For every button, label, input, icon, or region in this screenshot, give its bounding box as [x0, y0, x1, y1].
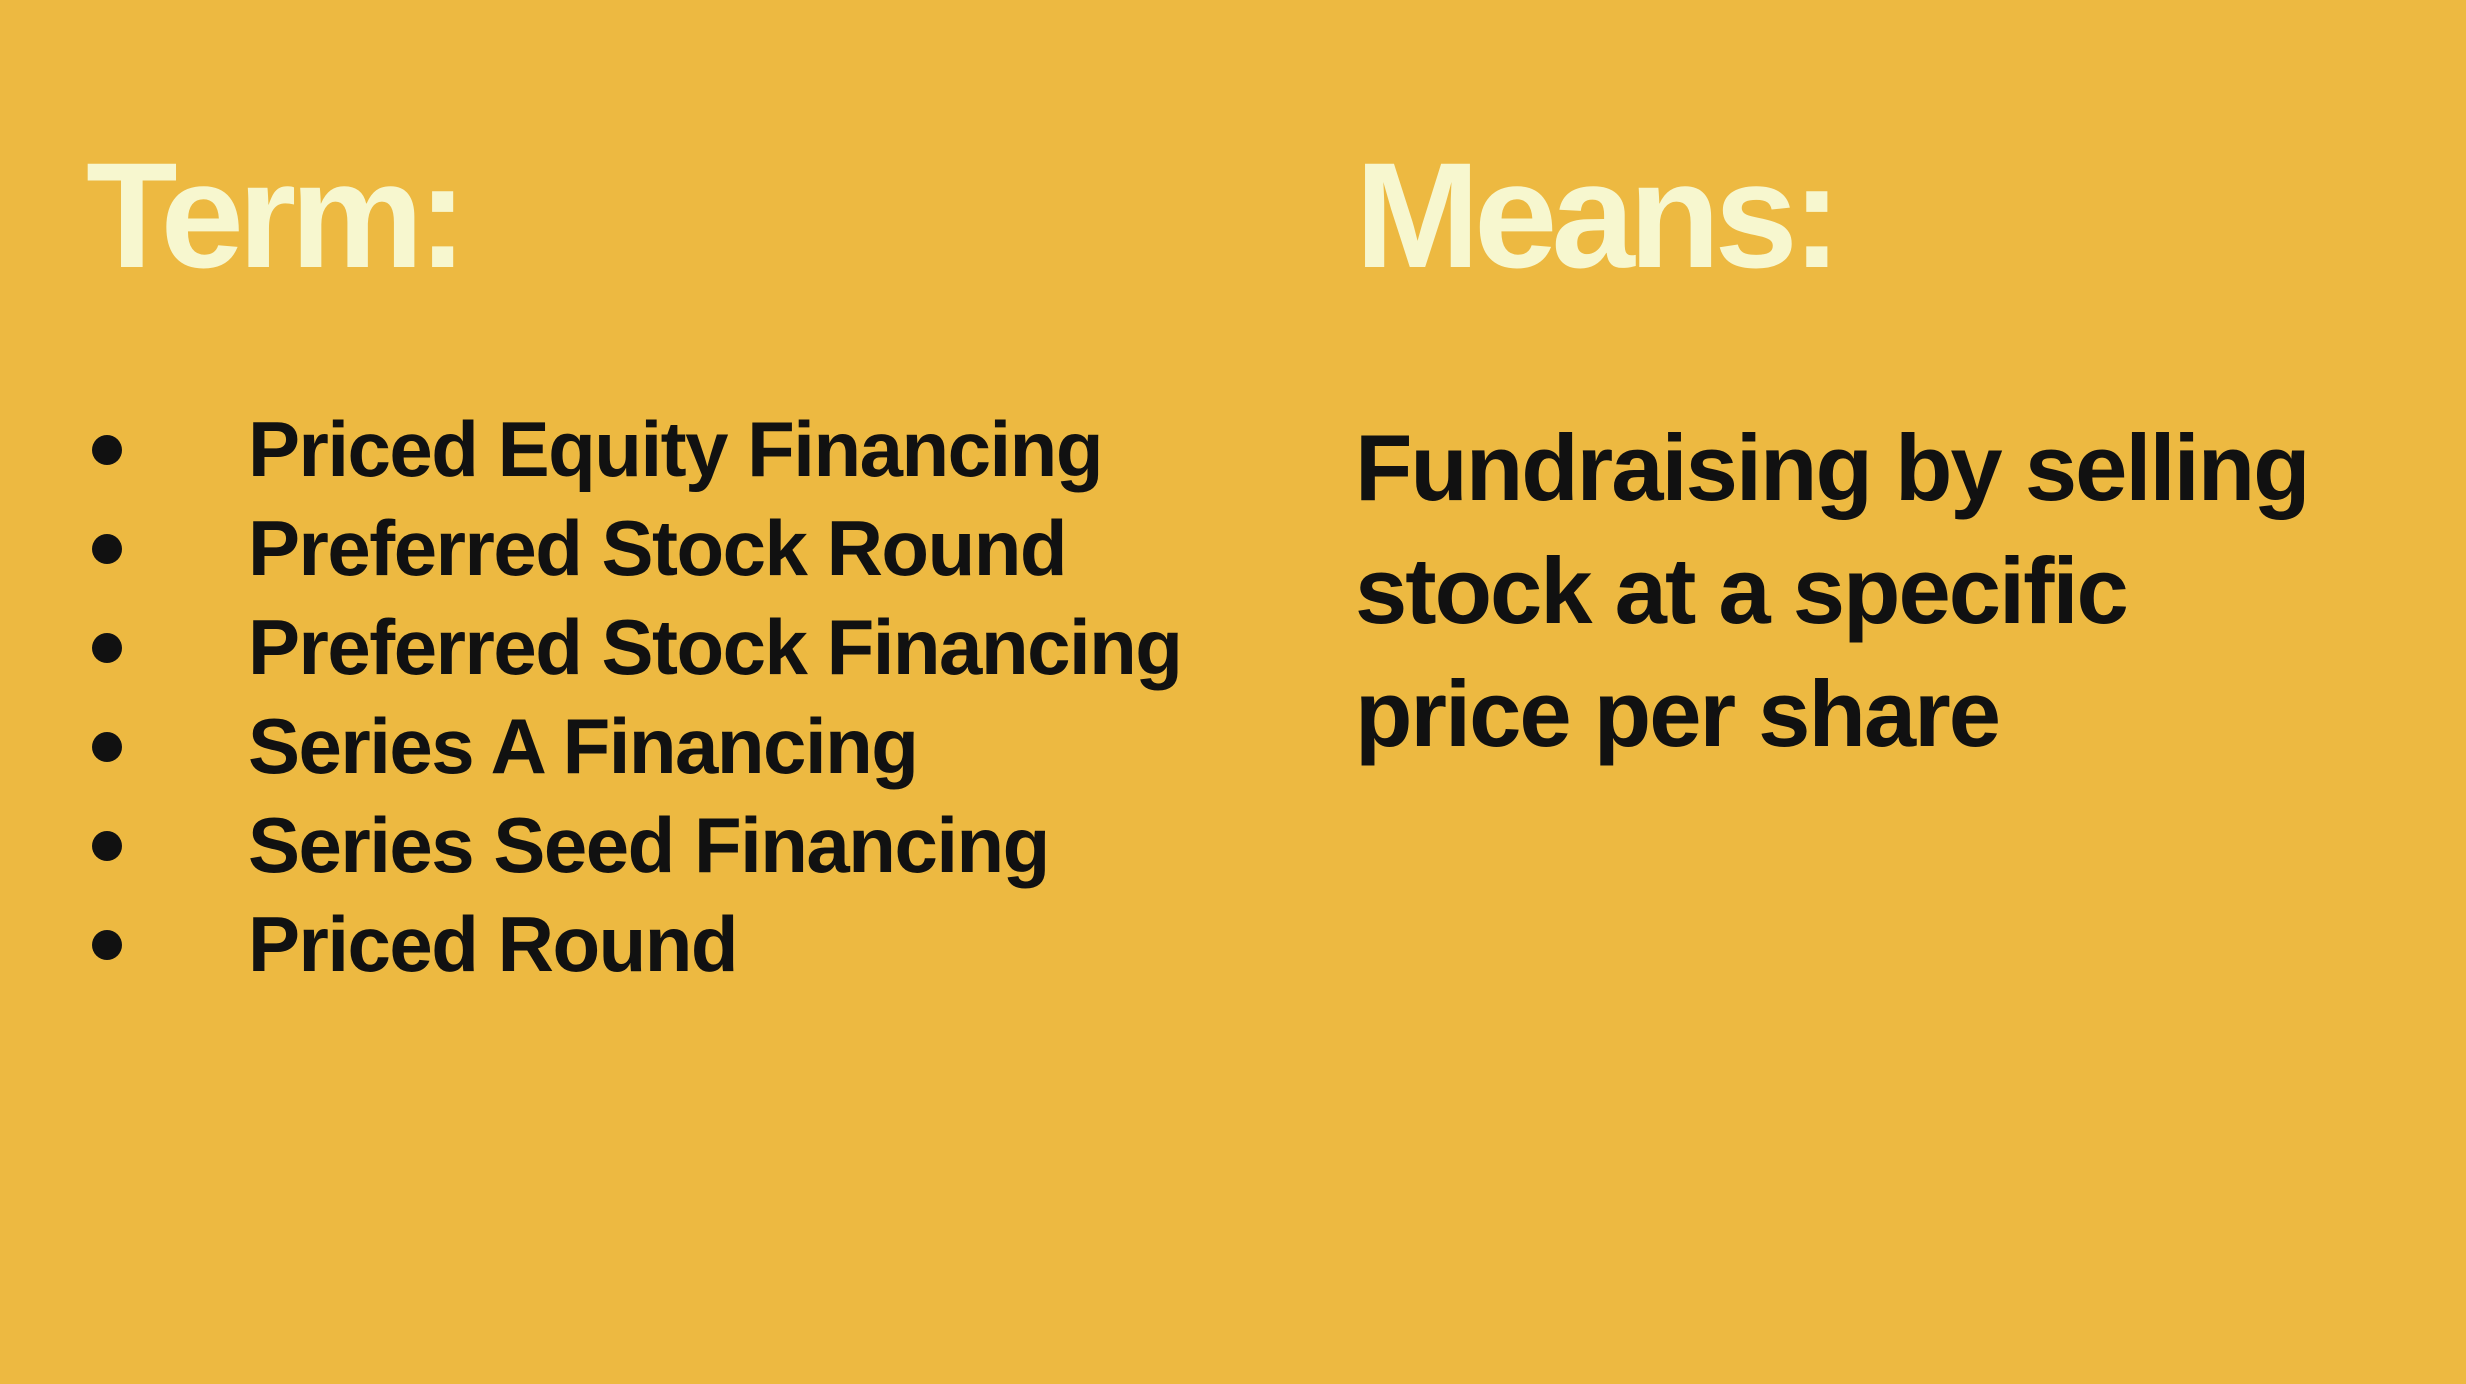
definition-text: Fundraising by selling stock at a specif… — [1355, 415, 2311, 766]
term-heading: Term: — [86, 131, 468, 299]
term-label: Preferred Stock Financing — [248, 603, 1183, 691]
term-list: Priced Equity Financing Preferred Stock … — [86, 400, 1286, 994]
term-label: Priced Round — [248, 900, 739, 988]
means-heading: Means: — [1355, 131, 1842, 299]
term-item: Series A Financing — [86, 697, 1286, 796]
term-item: Series Seed Financing — [86, 796, 1286, 895]
bullet-icon — [92, 633, 122, 663]
bullet-icon — [92, 930, 122, 960]
term-item: Priced Round — [86, 895, 1286, 994]
term-label: Preferred Stock Round — [248, 504, 1068, 592]
term-item: Preferred Stock Round — [86, 499, 1286, 598]
bullet-icon — [92, 831, 122, 861]
term-label: Priced Equity Financing — [248, 405, 1103, 493]
term-label: Series Seed Financing — [248, 801, 1050, 889]
term-item: Preferred Stock Financing — [86, 598, 1286, 697]
bullet-icon — [92, 435, 122, 465]
term-item: Priced Equity Financing — [86, 400, 1286, 499]
bullet-icon — [92, 534, 122, 564]
term-label: Series A Financing — [248, 702, 919, 790]
bullet-icon — [92, 732, 122, 762]
